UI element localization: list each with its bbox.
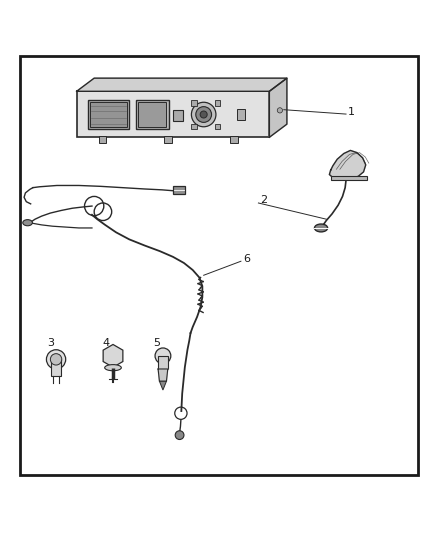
Polygon shape — [159, 381, 166, 390]
Bar — [77, 91, 269, 138]
Bar — [136, 100, 169, 130]
Bar — [191, 124, 197, 130]
Text: 4: 4 — [102, 338, 109, 348]
Circle shape — [277, 108, 283, 113]
Circle shape — [155, 348, 171, 364]
Polygon shape — [158, 369, 168, 381]
Ellipse shape — [314, 224, 328, 232]
Circle shape — [50, 354, 62, 365]
Bar — [173, 186, 185, 194]
Bar — [99, 136, 106, 142]
Text: 6: 6 — [243, 254, 250, 264]
Bar — [215, 124, 220, 130]
Bar — [215, 101, 220, 106]
Circle shape — [175, 431, 184, 440]
Bar — [173, 110, 183, 120]
Ellipse shape — [105, 365, 121, 371]
Text: 3: 3 — [47, 338, 54, 348]
Bar — [51, 359, 61, 376]
Circle shape — [200, 111, 207, 118]
Polygon shape — [269, 78, 287, 138]
Bar — [331, 176, 367, 180]
Polygon shape — [77, 78, 287, 91]
Circle shape — [196, 107, 212, 123]
Text: 5: 5 — [153, 338, 160, 348]
Bar — [158, 356, 168, 369]
Text: 2: 2 — [261, 195, 268, 205]
Circle shape — [46, 350, 66, 369]
Polygon shape — [329, 150, 366, 179]
Circle shape — [191, 102, 216, 127]
Bar — [191, 101, 197, 106]
Bar — [164, 136, 172, 142]
Bar — [237, 109, 245, 120]
Bar — [230, 136, 238, 142]
Bar — [138, 102, 166, 127]
Text: 1: 1 — [348, 107, 355, 117]
Ellipse shape — [23, 220, 32, 226]
Bar — [88, 100, 129, 130]
Bar — [90, 102, 127, 127]
